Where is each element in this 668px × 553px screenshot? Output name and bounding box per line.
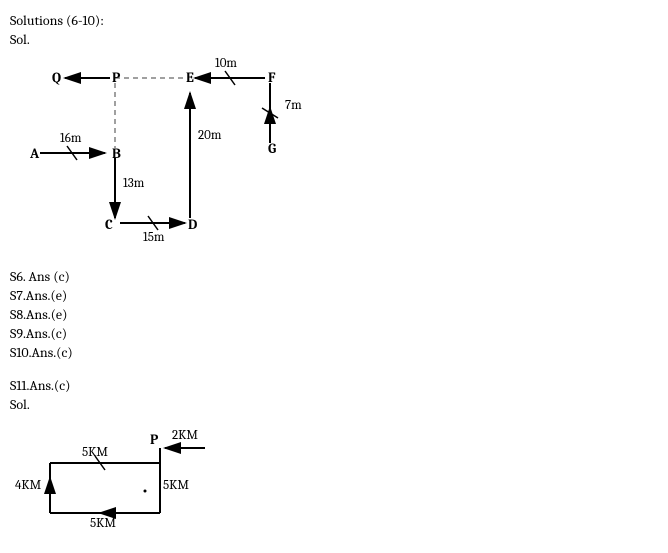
dist-ab: 16m — [60, 131, 81, 146]
point-q: Q — [52, 69, 61, 86]
dist-cd: 15m — [143, 230, 164, 245]
dist-5km-top: 5KM — [82, 445, 108, 460]
solutions-header: Solutions (6-10): — [10, 12, 658, 29]
answer-s9: S9.Ans.(c) — [10, 325, 658, 342]
point-a: A — [30, 145, 39, 162]
point-d: D — [188, 216, 197, 233]
answer-s8: S8.Ans.(e) — [10, 306, 658, 323]
sol-label: Sol. — [10, 31, 658, 48]
dist-5km-bottom: 5KM — [90, 516, 116, 531]
dist-ef: 10m — [215, 56, 237, 71]
dist-bc: 13m — [123, 176, 144, 191]
answer-s11: S11.Ans.(c) — [10, 377, 658, 394]
point-g: G — [268, 140, 276, 157]
point-c: C — [105, 216, 113, 233]
point-b: B — [112, 145, 121, 162]
dist-fg: 7m — [285, 98, 302, 113]
point-p2: P — [150, 431, 158, 448]
sol-label-2: Sol. — [10, 396, 658, 413]
answer-s7: S7.Ans.(e) — [10, 287, 658, 304]
point-f: F — [268, 69, 275, 86]
answer-s10: S10.Ans.(c) — [10, 344, 658, 361]
point-e: E — [186, 69, 194, 86]
diagram-1: Q P E F A B G C D 10m 7m 16m 20m 13m 15m — [10, 58, 658, 258]
point-p: P — [112, 69, 120, 86]
dist-5km-right: 5KM — [163, 478, 189, 493]
diagram-2: P 2KM 5KM 4KM 5KM 5KM — [10, 423, 658, 533]
dist-2km: 2KM — [172, 428, 198, 443]
dist-4km: 4KM — [15, 478, 41, 493]
answer-s6: S6. Ans (c) — [10, 268, 658, 285]
dist-ed: 20m — [198, 128, 221, 143]
